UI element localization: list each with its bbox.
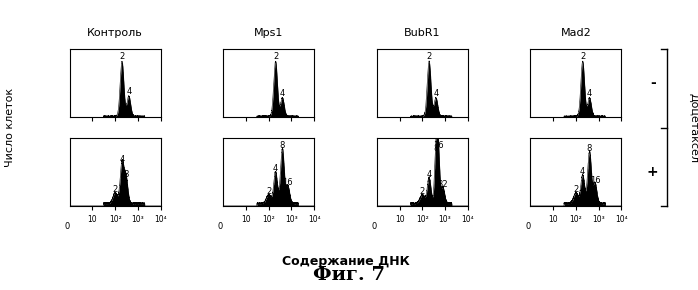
Text: 10⁴: 10⁴ [615, 215, 628, 224]
Text: 0: 0 [371, 222, 377, 231]
Text: 4: 4 [433, 89, 438, 98]
Text: Mad2: Mad2 [560, 28, 591, 38]
Text: 4: 4 [587, 89, 592, 98]
Text: 16: 16 [433, 141, 443, 150]
Text: 8: 8 [433, 144, 438, 153]
Text: 8: 8 [124, 170, 128, 179]
Text: 4: 4 [280, 89, 285, 98]
Text: 10²: 10² [262, 215, 275, 224]
Text: 2: 2 [266, 187, 272, 196]
Text: 8: 8 [280, 141, 285, 150]
Text: BubR1: BubR1 [404, 28, 440, 38]
Text: 4: 4 [126, 87, 131, 96]
Text: 10³: 10³ [285, 215, 298, 224]
Text: 16: 16 [590, 175, 600, 184]
Text: 10³: 10³ [131, 215, 144, 224]
Text: 2: 2 [426, 52, 432, 61]
Text: 10⁴: 10⁴ [154, 215, 167, 224]
Text: 4: 4 [580, 167, 586, 176]
Text: 8: 8 [587, 144, 592, 153]
Text: Число клеток: Число клеток [6, 88, 15, 167]
Text: 2: 2 [112, 185, 118, 194]
Text: 4: 4 [273, 164, 279, 173]
Text: Доцетаксел: Доцетаксел [688, 93, 698, 163]
Text: 2: 2 [419, 187, 425, 196]
Text: Mps1: Mps1 [254, 28, 283, 38]
Text: 10³: 10³ [592, 215, 605, 224]
Text: 2: 2 [580, 52, 586, 61]
Text: 0: 0 [218, 222, 223, 231]
Text: 10⁴: 10⁴ [308, 215, 320, 224]
Text: +: + [647, 165, 658, 179]
Text: Контроль: Контроль [87, 28, 143, 38]
Text: -: - [650, 76, 655, 90]
Text: 10²: 10² [570, 215, 582, 224]
Text: 0: 0 [64, 222, 70, 231]
Text: 16: 16 [283, 178, 293, 187]
Text: 10²: 10² [416, 215, 429, 224]
Text: 2: 2 [573, 185, 579, 194]
Text: 10: 10 [242, 215, 251, 224]
Text: 4: 4 [426, 170, 432, 179]
Text: 10²: 10² [109, 215, 121, 224]
Text: 4: 4 [119, 155, 125, 164]
Text: 10: 10 [395, 215, 404, 224]
Text: 2: 2 [119, 52, 125, 61]
Text: 10: 10 [88, 215, 97, 224]
Text: 2: 2 [273, 52, 279, 61]
Text: Содержание ДНК: Содержание ДНК [281, 255, 410, 268]
Text: Фиг. 7: Фиг. 7 [313, 267, 385, 284]
Text: 10⁴: 10⁴ [461, 215, 474, 224]
Text: 10: 10 [549, 215, 558, 224]
Text: 0: 0 [525, 222, 530, 231]
Text: 32: 32 [438, 180, 448, 188]
Text: 10³: 10³ [438, 215, 452, 224]
